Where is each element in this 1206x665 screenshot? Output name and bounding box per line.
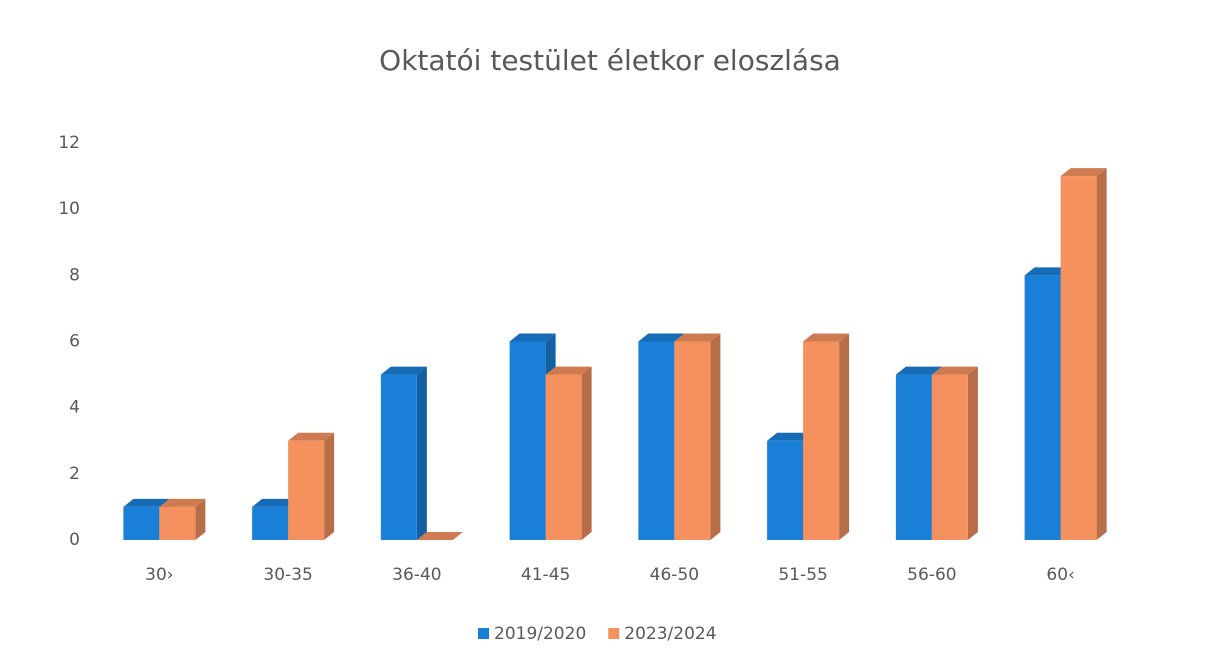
chart-title: Oktatói testület életkor eloszlása <box>379 44 841 77</box>
x-tick-label: 56-60 <box>907 565 956 585</box>
bar <box>123 506 160 540</box>
y-tick-label: 2 <box>69 464 80 484</box>
bar <box>767 440 804 540</box>
bar-top <box>1024 267 1071 276</box>
bar-top <box>159 498 206 507</box>
bar-side <box>967 366 978 540</box>
bar <box>895 374 932 540</box>
bar <box>638 341 675 540</box>
bar-side <box>195 498 206 540</box>
bar-side <box>581 366 592 540</box>
bar <box>803 341 840 540</box>
bar <box>931 374 968 540</box>
bar-top <box>252 498 299 507</box>
bar-top <box>674 333 721 342</box>
bar-top <box>545 366 592 375</box>
y-tick-label: 0 <box>69 530 80 550</box>
bar-side <box>1096 168 1107 541</box>
x-tick-label: 30› <box>145 565 173 585</box>
bar <box>1060 176 1097 541</box>
bar-top <box>1060 168 1107 177</box>
y-tick-label: 6 <box>69 332 80 352</box>
bar-top <box>931 366 978 375</box>
bar-side <box>324 432 335 540</box>
bar-top <box>803 333 850 342</box>
legend-label: 2023/2024 <box>624 624 716 644</box>
bar-top <box>767 432 814 441</box>
bar <box>252 506 289 540</box>
y-tick-label: 4 <box>69 398 80 418</box>
bar-top <box>509 333 556 342</box>
legend-swatch <box>478 628 489 639</box>
bar-top <box>895 366 942 375</box>
bar-side <box>839 333 850 540</box>
bar-top <box>416 532 463 540</box>
x-tick-label: 36-40 <box>392 565 441 585</box>
y-tick-label: 8 <box>69 265 80 285</box>
bar <box>545 374 582 540</box>
bar-top <box>638 333 685 342</box>
bar-top <box>288 432 335 441</box>
bar <box>509 341 546 540</box>
x-tick-label: 30-35 <box>263 565 312 585</box>
x-tick-label: 41-45 <box>521 565 570 585</box>
bar <box>1024 275 1061 540</box>
bar-top <box>380 366 427 375</box>
legend-swatch <box>608 628 620 639</box>
x-tick-label: 60‹ <box>1046 565 1074 585</box>
bar-side <box>416 366 427 540</box>
bar <box>288 440 325 540</box>
bar <box>159 506 196 540</box>
bar-top <box>123 498 170 507</box>
bar <box>380 374 417 540</box>
y-tick-label: 12 <box>58 133 80 153</box>
bar-side <box>710 333 721 540</box>
y-tick-label: 10 <box>58 199 80 219</box>
x-tick-label: 46-50 <box>650 565 699 585</box>
legend-label: 2019/2020 <box>494 624 586 644</box>
bar <box>674 341 711 540</box>
x-tick-label: 51-55 <box>778 565 827 585</box>
